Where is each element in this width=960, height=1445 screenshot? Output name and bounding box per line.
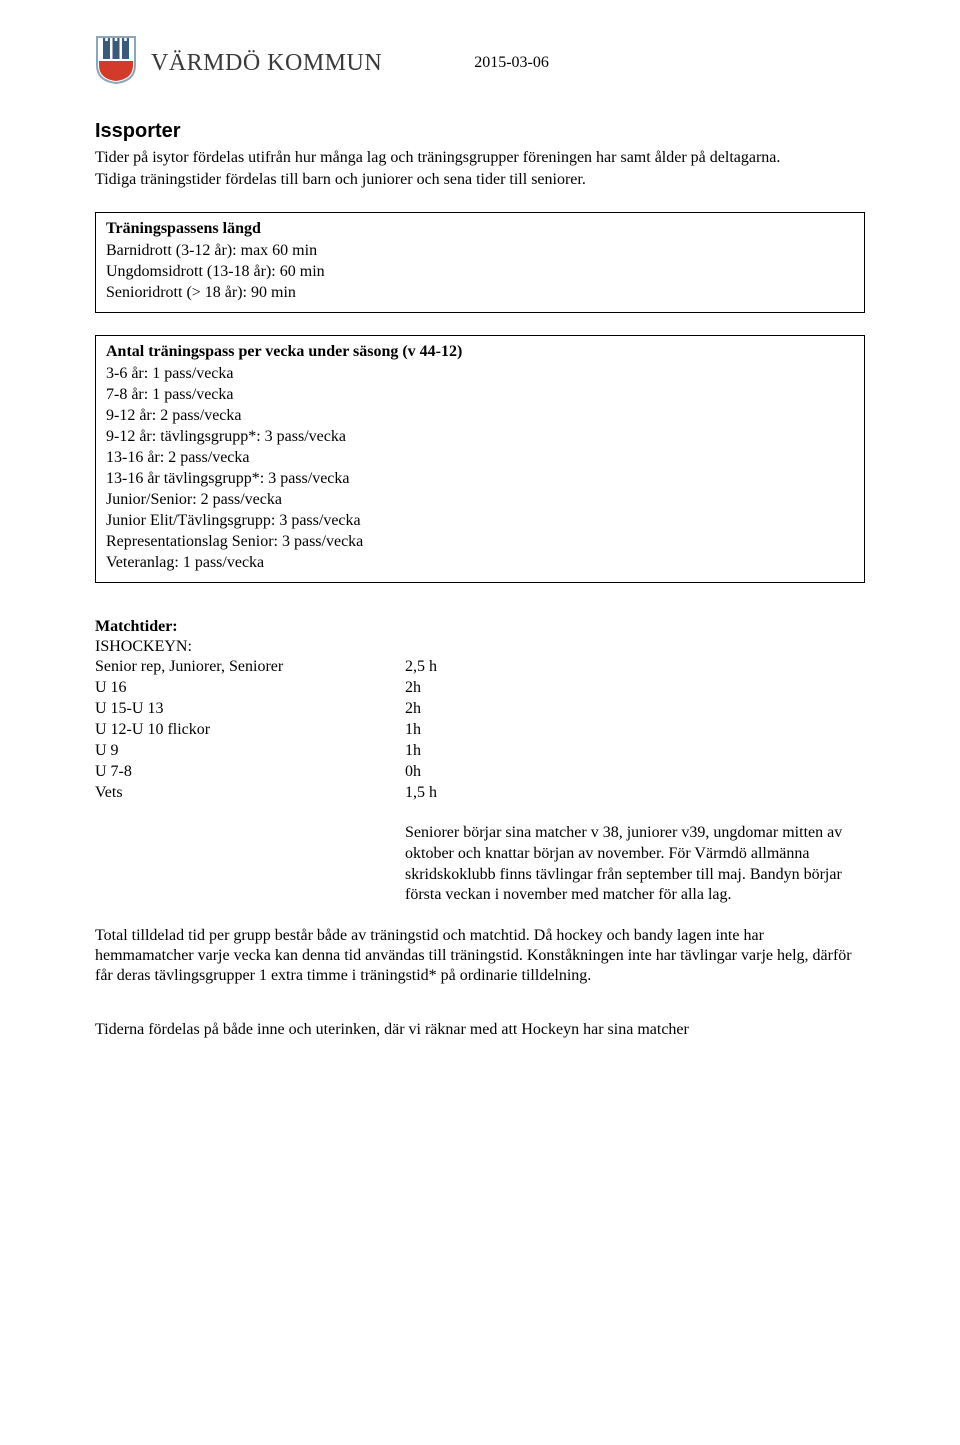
match-row-value: 1h xyxy=(405,720,865,740)
match-row-value: 1h xyxy=(405,741,865,761)
match-row-label: U 15-U 13 xyxy=(95,699,405,719)
matchtider-heading: Matchtider: xyxy=(95,617,865,637)
sessions-per-week-box: Antal träningspass per vecka under säson… xyxy=(95,335,865,583)
match-row-label: Senior rep, Juniorer, Seniorer xyxy=(95,657,405,677)
document-date: 2015-03-06 xyxy=(474,53,549,73)
box2-line: Junior/Senior: 2 pass/vecka xyxy=(106,490,854,510)
org-name: VÄRMDÖ KOMMUN xyxy=(151,48,382,78)
bottom-paragraph: Tiderna fördelas på både inne och uterin… xyxy=(95,1020,865,1040)
box2-line: 13-16 år: 2 pass/vecka xyxy=(106,448,854,468)
box1-line: Barnidrott (3-12 år): max 60 min xyxy=(106,241,854,261)
season-info-paragraph: Seniorer börjar sina matcher v 38, junio… xyxy=(405,823,865,906)
match-row-label: U 7-8 xyxy=(95,762,405,782)
box1-title: Träningspassens längd xyxy=(106,219,854,239)
box1-line: Senioridrott (> 18 år): 90 min xyxy=(106,283,854,303)
match-row-value: 2,5 h xyxy=(405,657,865,677)
intro-line-2: Tidiga träningstider fördelas till barn … xyxy=(95,170,865,190)
box1-line: Ungdomsidrott (13-18 år): 60 min xyxy=(106,262,854,282)
match-row-label: U 16 xyxy=(95,678,405,698)
match-row-label: Vets xyxy=(95,783,405,803)
box2-line: 13-16 år tävlingsgrupp*: 3 pass/vecka xyxy=(106,469,854,489)
training-length-box: Träningspassens längd Barnidrott (3-12 å… xyxy=(95,212,865,313)
page-header: VÄRMDÖ KOMMUN 2015-03-06 xyxy=(95,35,865,91)
allocation-paragraph: Total tilldelad tid per grupp består båd… xyxy=(95,926,865,986)
box2-line: 7-8 år: 1 pass/vecka xyxy=(106,385,854,405)
match-row-value: 1,5 h xyxy=(405,783,865,803)
intro-block: Tider på isytor fördelas utifrån hur mån… xyxy=(95,148,865,190)
match-row-value: 2h xyxy=(405,678,865,698)
box2-title: Antal träningspass per vecka under säson… xyxy=(106,342,854,362)
matchtider-subheading: ISHOCKEYN: xyxy=(95,637,865,657)
box2-line: Veteranlag: 1 pass/vecka xyxy=(106,553,854,573)
match-row-label: U 12-U 10 flickor xyxy=(95,720,405,740)
match-times-table: Senior rep, Juniorer, Seniorer2,5 hU 162… xyxy=(95,657,865,803)
box2-line: Representationslag Senior: 3 pass/vecka xyxy=(106,532,854,552)
box2-line: 9-12 år: tävlingsgrupp*: 3 pass/vecka xyxy=(106,427,854,447)
box2-line: 9-12 år: 2 pass/vecka xyxy=(106,406,854,426)
intro-line-1: Tider på isytor fördelas utifrån hur mån… xyxy=(95,148,865,168)
match-row-label: U 9 xyxy=(95,741,405,761)
match-row-value: 0h xyxy=(405,762,865,782)
municipality-shield-icon xyxy=(95,35,137,91)
box2-line: Junior Elit/Tävlingsgrupp: 3 pass/vecka xyxy=(106,511,854,531)
match-row-value: 2h xyxy=(405,699,865,719)
box2-line: 3-6 år: 1 pass/vecka xyxy=(106,364,854,384)
page-title: Issporter xyxy=(95,119,865,144)
